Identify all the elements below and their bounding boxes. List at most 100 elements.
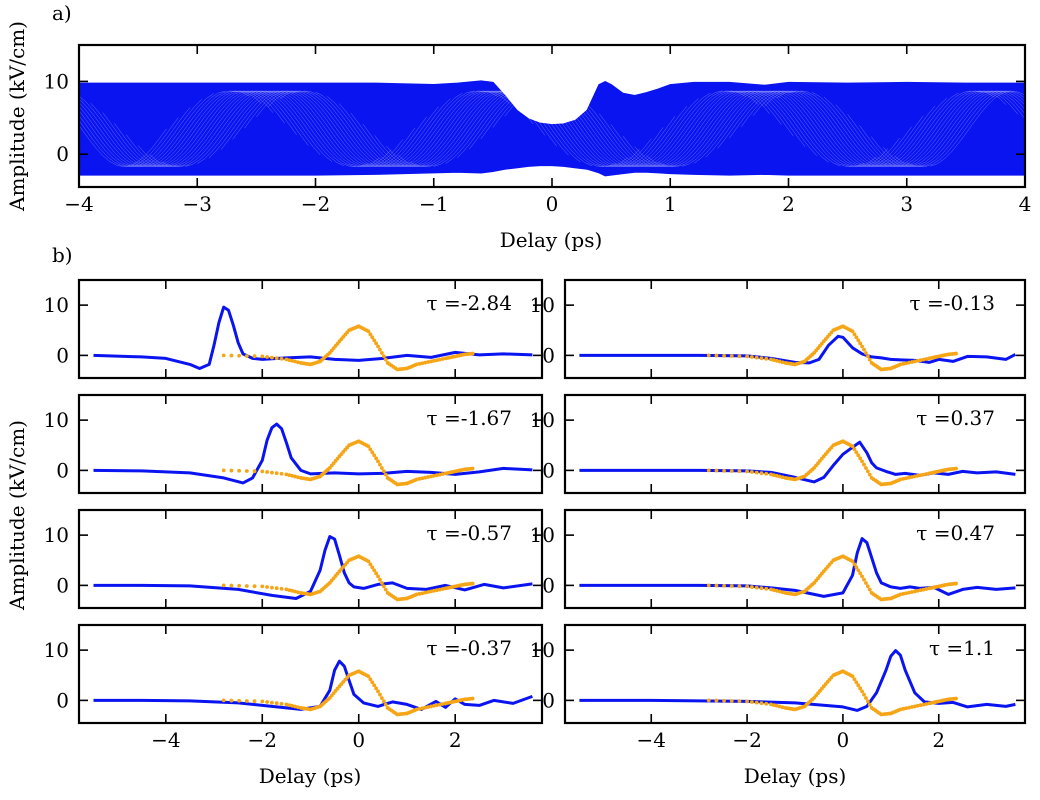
reference-point	[366, 444, 371, 449]
reference-point	[284, 357, 289, 362]
panel-a-trace	[480, 90, 652, 167]
subplot-b3: 0 10 τ =-1.67	[44, 393, 544, 495]
reference-point	[729, 469, 734, 473]
panel-a-trace	[137, 90, 309, 167]
panel-a-trace	[551, 90, 723, 167]
panel-a-trace	[670, 90, 841, 167]
main-series-line	[579, 537, 1016, 598]
reference-point	[383, 472, 388, 477]
tau-annotation: τ =-1.67	[427, 406, 512, 430]
reference-point	[290, 473, 295, 478]
subplot-b1-frame	[77, 278, 544, 380]
reference-point	[780, 475, 785, 480]
reference-point	[417, 706, 422, 711]
subplot-b7-xtick-label: −2	[248, 728, 277, 752]
panel-a-trace	[646, 90, 818, 167]
reference-point	[856, 683, 861, 688]
reference-point	[907, 360, 911, 365]
reference-point	[432, 703, 436, 708]
reference-point	[381, 469, 386, 474]
panel-a-trace	[79, 98, 203, 167]
panel-a-trace	[823, 90, 995, 167]
reference-point	[229, 698, 234, 703]
reference-point	[858, 341, 863, 346]
panel-a-trace	[930, 90, 1025, 167]
reference-point	[904, 361, 909, 366]
reference-point	[754, 470, 759, 475]
tau-annotation: τ =0.47	[916, 521, 995, 545]
reference-point	[274, 701, 279, 706]
panel-a-trace	[776, 90, 948, 167]
panel-a-trace	[800, 90, 971, 167]
reference-point	[252, 469, 257, 474]
reference-point	[378, 462, 382, 467]
reference-point	[769, 472, 773, 477]
reference-point	[270, 355, 274, 360]
panel-a-trace	[291, 90, 463, 167]
subplot-b5: 0 10 τ =-0.57	[44, 508, 544, 610]
reference-point	[378, 577, 382, 582]
reference-point	[368, 332, 373, 337]
reference-point	[745, 354, 749, 359]
panel-a-xtick-label: −2	[301, 192, 330, 216]
panel-a: −4 −3 −2 −1 0 1 2 3 4 0 10	[44, 43, 1031, 216]
panel-a-trace	[469, 90, 640, 167]
reference-point	[383, 587, 388, 592]
reference-point	[769, 702, 773, 707]
reference-point	[426, 360, 431, 364]
reference-point	[284, 702, 289, 707]
reference-point	[279, 701, 284, 706]
reference-point	[426, 705, 431, 709]
reference-point	[366, 559, 371, 564]
reference-point	[265, 355, 269, 359]
reference-point	[296, 360, 300, 365]
reference-point	[780, 705, 785, 710]
reference-point	[374, 571, 378, 576]
reference-point	[850, 559, 855, 564]
main-series-line	[579, 440, 1016, 484]
panel-a-trace	[906, 90, 1025, 167]
reference-point	[774, 473, 779, 478]
reference-point	[414, 707, 419, 712]
reference-point	[774, 703, 779, 708]
reference-series	[706, 554, 958, 602]
reference-point	[777, 704, 782, 709]
reference-point	[229, 583, 234, 588]
subplot-b2: 0 10 τ =-0.13	[530, 278, 1027, 380]
panel-a-trace	[752, 90, 924, 167]
reference-point	[714, 698, 719, 703]
reference-point	[749, 700, 754, 704]
reference-point	[434, 473, 439, 478]
reference-point	[769, 587, 773, 592]
reference-point	[910, 475, 914, 479]
reference-point	[737, 469, 742, 474]
reference-point	[376, 574, 380, 579]
panel-a-trace	[835, 90, 1007, 167]
reference-point	[244, 354, 249, 358]
reference-point	[714, 468, 719, 473]
reference-point	[774, 588, 779, 593]
reference-point	[379, 351, 384, 355]
subplot-b5-ytick-label: 10	[44, 523, 69, 547]
reference-point	[470, 351, 475, 356]
panel-a-ylabel: Amplitude (kV/cm)	[5, 21, 29, 212]
reference-point	[274, 471, 279, 476]
panel-a-trace	[398, 90, 569, 167]
reference-point	[954, 466, 958, 471]
reference-point	[437, 472, 442, 477]
reference-point	[296, 590, 300, 595]
reference-point	[749, 585, 754, 589]
reference-point	[423, 360, 428, 365]
panel-a-trace	[894, 90, 1025, 167]
panel-a-trace	[220, 90, 392, 167]
reference-point	[376, 344, 380, 349]
panel-a-xtick-label: 1	[664, 192, 677, 216]
reference-point	[437, 357, 442, 362]
panel-b-grid: 0 10 τ =-2.84 0 10 τ =-0.13 0 10 τ =-1.67 0 10 τ =0…	[44, 278, 1027, 752]
panel-label-b: b)	[52, 243, 73, 267]
reference-point	[296, 705, 300, 710]
reference-point	[954, 351, 958, 356]
reference-point	[279, 586, 284, 591]
subplot-b2-ytick-label: 10	[530, 293, 555, 317]
